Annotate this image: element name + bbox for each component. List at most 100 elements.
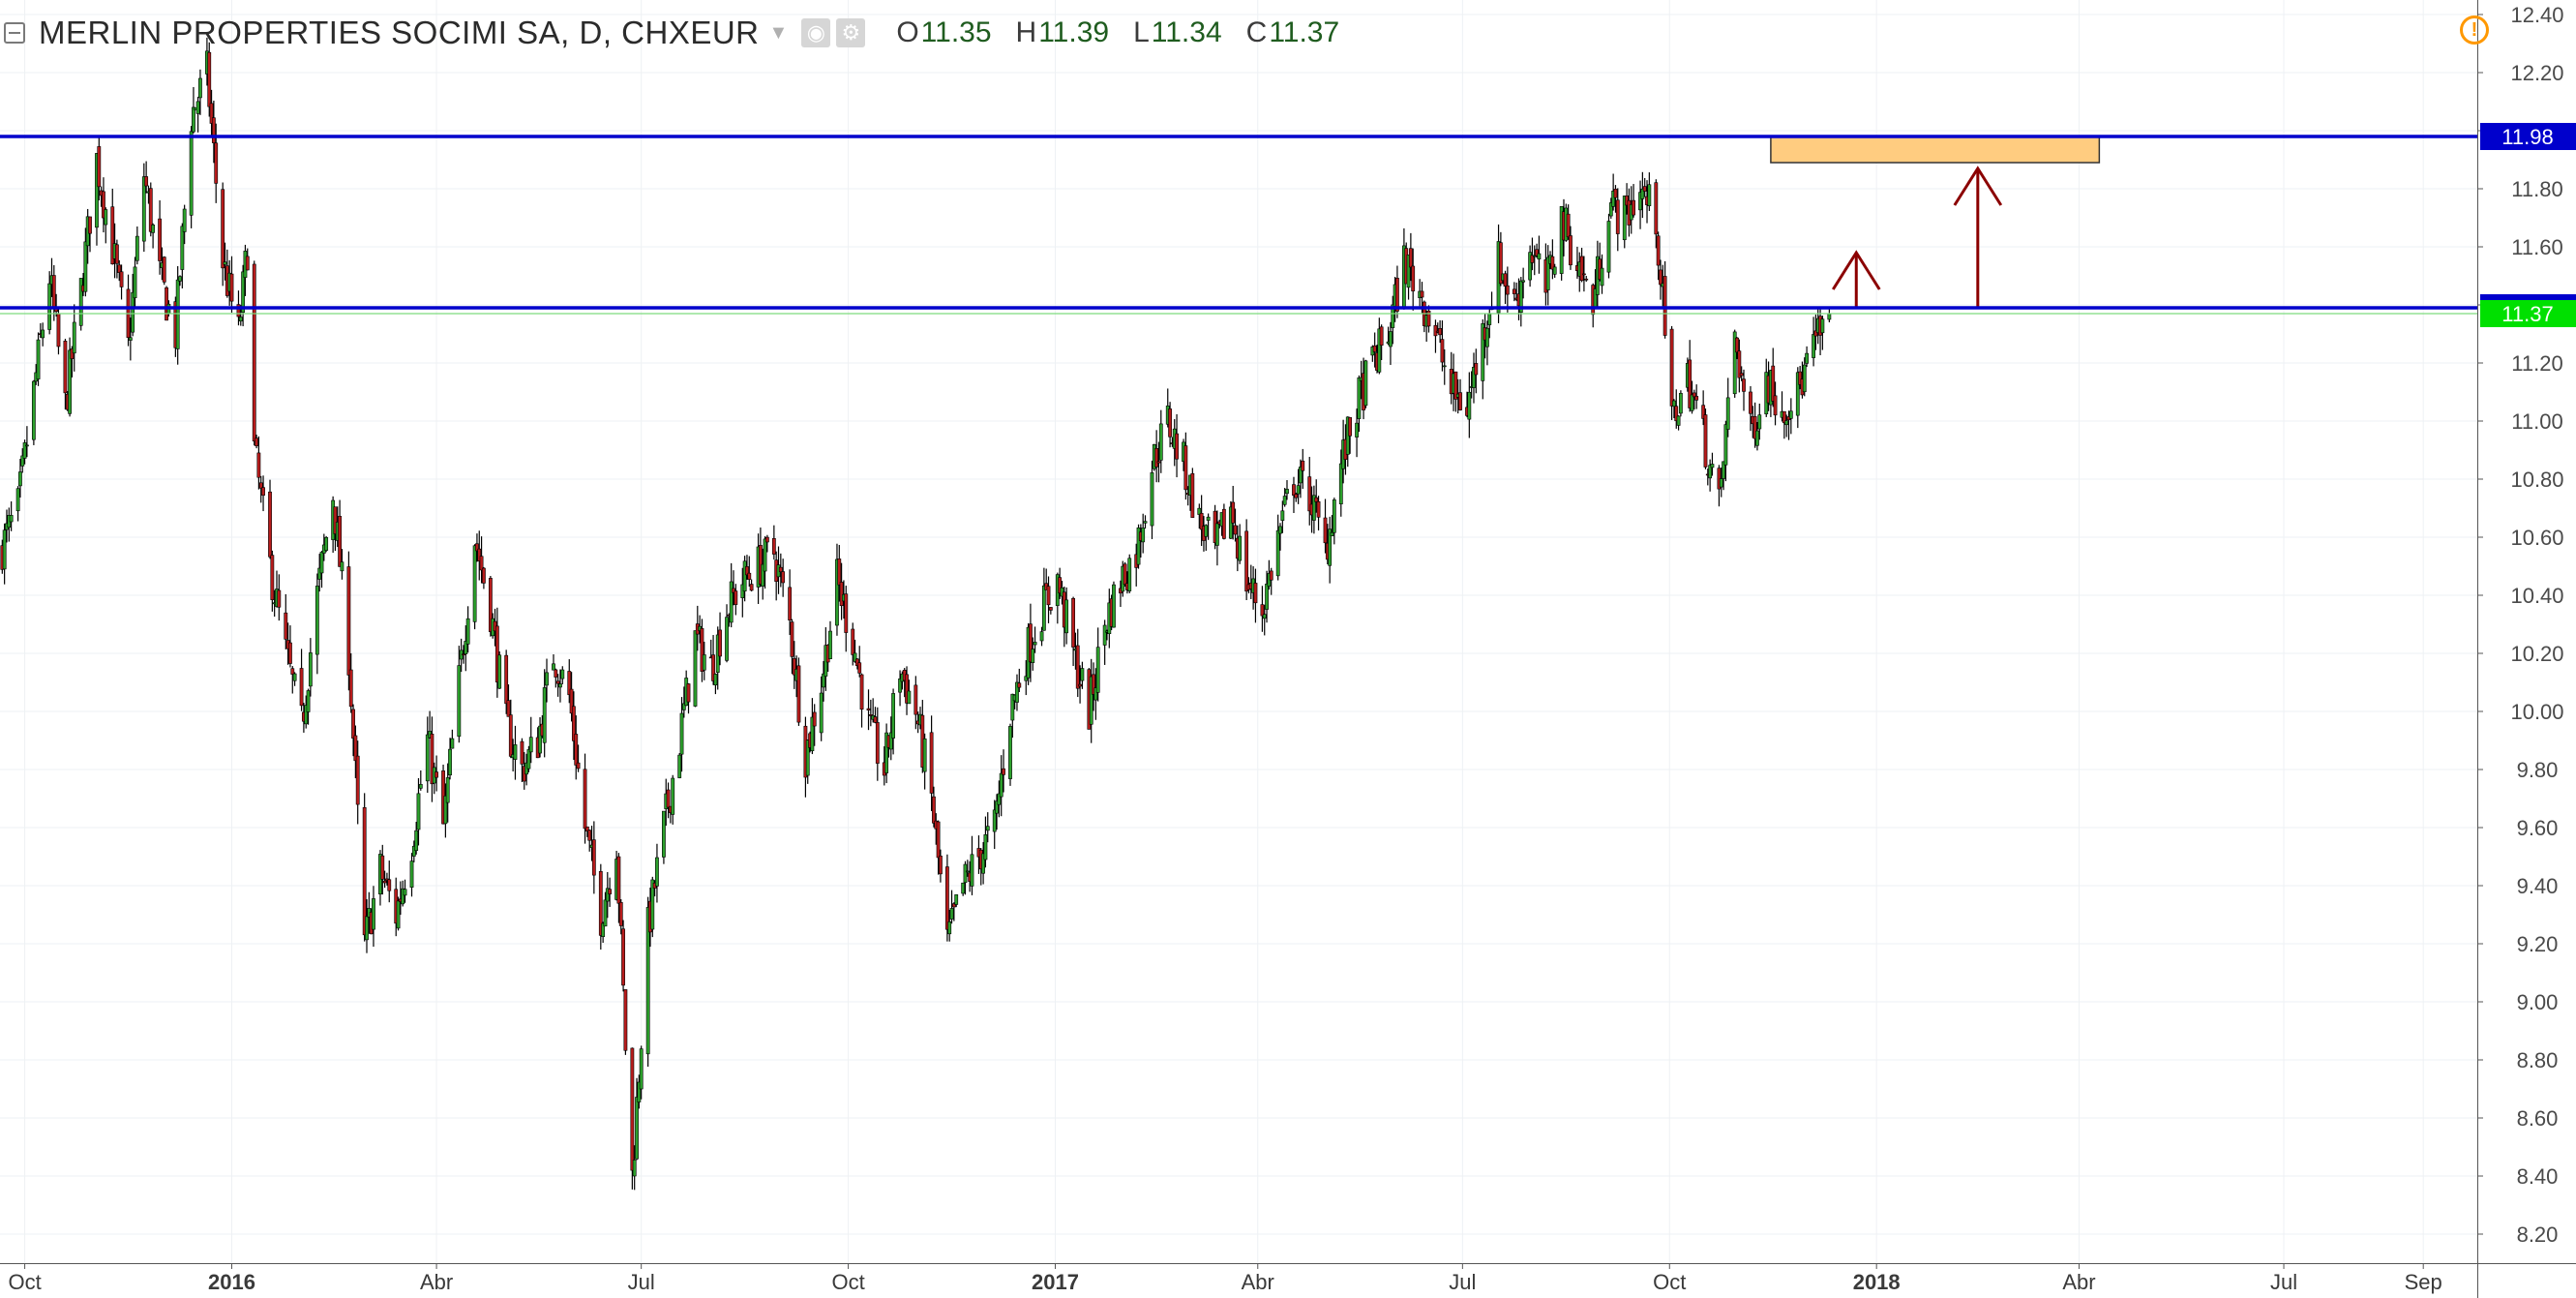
price-axis[interactable]: 8.20 8.40 8.60 8.80 9.00 9.20 9.40 9.60 9.80 10.0… xyxy=(2477,0,2564,1298)
candle-body xyxy=(1095,647,1100,693)
arrow-head xyxy=(1953,166,2003,206)
candle-body xyxy=(1672,400,1676,408)
candle-body xyxy=(189,131,194,216)
candle-body xyxy=(1433,324,1438,337)
price-tick-label: 9.00 xyxy=(2517,990,2559,1014)
candle-body xyxy=(1141,528,1146,543)
candle-body xyxy=(677,754,682,778)
candle-body xyxy=(1805,352,1810,364)
candle-body xyxy=(572,706,576,741)
candle-body xyxy=(513,744,518,760)
candle-body xyxy=(41,329,45,339)
candle-body xyxy=(497,654,502,689)
candle-body xyxy=(258,482,263,489)
candle-body xyxy=(1752,416,1757,439)
time-axis[interactable]: Oct 2016 Abr Jul Oct 2017 Abr Jul Oct 2018 Abr Jul S… xyxy=(0,1263,2576,1294)
candle-body xyxy=(1017,682,1022,688)
candle-body xyxy=(567,671,572,696)
candle-body xyxy=(315,586,319,655)
candle-body xyxy=(734,590,738,605)
collapse-icon[interactable] xyxy=(4,22,25,44)
time-tick-label: Oct xyxy=(1653,1270,1686,1294)
candle-body xyxy=(261,487,265,497)
candle-body xyxy=(605,888,610,902)
candle-body xyxy=(396,900,401,929)
candle-body xyxy=(1363,360,1368,407)
high-value: 11.39 xyxy=(1038,16,1110,48)
time-tick-label: Jul xyxy=(1449,1270,1476,1294)
candle-body xyxy=(1611,191,1616,207)
price-tick-label: 11.60 xyxy=(2511,235,2562,259)
horizontal-lines[interactable] xyxy=(0,135,2477,315)
arrow-head xyxy=(1831,250,1881,290)
price-tick-label: 9.60 xyxy=(2517,816,2559,840)
candle-body xyxy=(1742,378,1746,392)
drawing-annotations[interactable] xyxy=(1770,136,2101,308)
time-tick-label: Oct xyxy=(8,1270,41,1294)
candle-body xyxy=(965,870,970,873)
candle-body xyxy=(1280,510,1285,521)
candle-body xyxy=(425,734,430,782)
candle-body xyxy=(1265,584,1269,610)
eye-icon[interactable]: ◉ xyxy=(801,18,831,47)
candle-body xyxy=(790,621,794,657)
time-tick-label: 2018 xyxy=(1853,1270,1901,1294)
candle-body xyxy=(18,471,22,487)
candle-body xyxy=(338,515,342,567)
candle-body xyxy=(681,703,686,710)
candle-body xyxy=(333,506,338,534)
candle-body xyxy=(837,558,842,586)
dropdown-caret-icon[interactable]: ▼ xyxy=(768,21,789,44)
candle-body xyxy=(1029,623,1033,663)
candle-body xyxy=(1749,391,1752,414)
candle-body xyxy=(875,722,880,764)
candle-body xyxy=(761,563,765,587)
candle-body xyxy=(1654,182,1659,235)
price-tick-label: 9.20 xyxy=(2517,932,2559,956)
candle-body xyxy=(702,654,706,671)
candle-body xyxy=(947,921,952,935)
candle-body xyxy=(115,244,119,264)
candle-body xyxy=(464,641,468,654)
candle-body xyxy=(195,101,200,114)
ohlc-values: O11.35 H11.39 L11.34 C11.37 xyxy=(896,16,1339,49)
candle-body xyxy=(1233,525,1238,535)
candle-body xyxy=(182,208,187,232)
candle-body xyxy=(542,687,547,743)
candle-body xyxy=(207,51,212,107)
candle-body xyxy=(583,769,587,830)
candle-body xyxy=(1357,377,1362,419)
candle-body xyxy=(479,556,484,571)
candle-body xyxy=(944,866,949,930)
candle-body xyxy=(868,714,873,716)
candle-body xyxy=(1311,495,1316,521)
gear-icon[interactable]: ⚙ xyxy=(836,18,866,47)
candle-body xyxy=(348,669,353,708)
candle-body xyxy=(365,916,369,941)
candle-body xyxy=(1723,424,1728,466)
candle-body xyxy=(970,854,974,887)
candle-body xyxy=(9,515,14,523)
candle-body xyxy=(764,536,769,543)
candle-body xyxy=(763,538,767,572)
candle-body xyxy=(981,853,985,874)
candle-body xyxy=(1039,631,1044,642)
candle-body xyxy=(999,772,1003,798)
candle-body xyxy=(133,266,137,298)
candle-body xyxy=(1123,563,1127,585)
time-tick-label: 2017 xyxy=(1032,1270,1079,1294)
candle-body xyxy=(859,674,864,710)
candle-body xyxy=(1584,278,1589,281)
candle-body xyxy=(284,612,288,640)
candle-body xyxy=(1154,448,1159,468)
warning-icon[interactable]: ! xyxy=(2460,15,2489,45)
candle-body xyxy=(1795,372,1800,416)
candle-body xyxy=(1253,583,1258,604)
last-price-label: 11.37 xyxy=(2501,302,2553,326)
candle-body xyxy=(22,442,27,459)
candle-body xyxy=(936,821,941,859)
candle-body xyxy=(1725,397,1730,430)
symbol-title[interactable]: MERLIN PROPERTIES SOCIMI SA, D, CHXEUR xyxy=(39,15,760,50)
candle-body xyxy=(1136,527,1141,565)
